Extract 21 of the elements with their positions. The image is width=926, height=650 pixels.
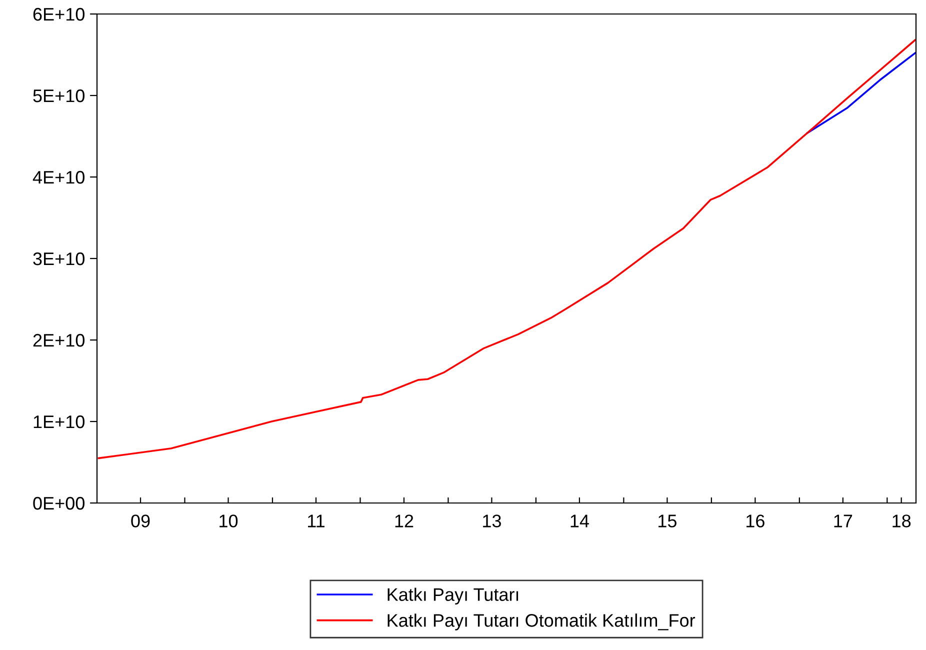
x-tick-label: 18 <box>892 514 911 528</box>
y-tick-label: 1E+10 <box>34 415 84 428</box>
x-tick-label: 10 <box>220 514 238 528</box>
y-tick-label: 4E+10 <box>32 170 84 184</box>
x-tick-label: 17 <box>834 514 852 528</box>
legend-label: Katkı Payı Tutarı <box>388 588 518 605</box>
y-tick-label: 0E+00 <box>33 496 84 510</box>
x-tick-label: 09 <box>131 514 150 528</box>
legend-label: Katkı Payı Tutarı Otomatik Katılım_For <box>388 614 696 630</box>
x-tick-label: 11 <box>308 514 324 528</box>
line-series <box>806 52 916 134</box>
x-tick-label: 15 <box>658 514 676 528</box>
y-tick-label: 5E+10 <box>33 89 84 102</box>
x-tick-label: 16 <box>746 514 764 528</box>
line-series <box>98 39 916 460</box>
y-tick-label: 2E+10 <box>33 334 84 347</box>
x-tick-label: 14 <box>570 514 589 528</box>
x-tick-label: 13 <box>483 514 501 528</box>
x-tick-label: 12 <box>395 514 414 528</box>
y-tick-label: 3E+10 <box>33 252 84 266</box>
y-tick-label: 6E+10 <box>33 8 84 21</box>
